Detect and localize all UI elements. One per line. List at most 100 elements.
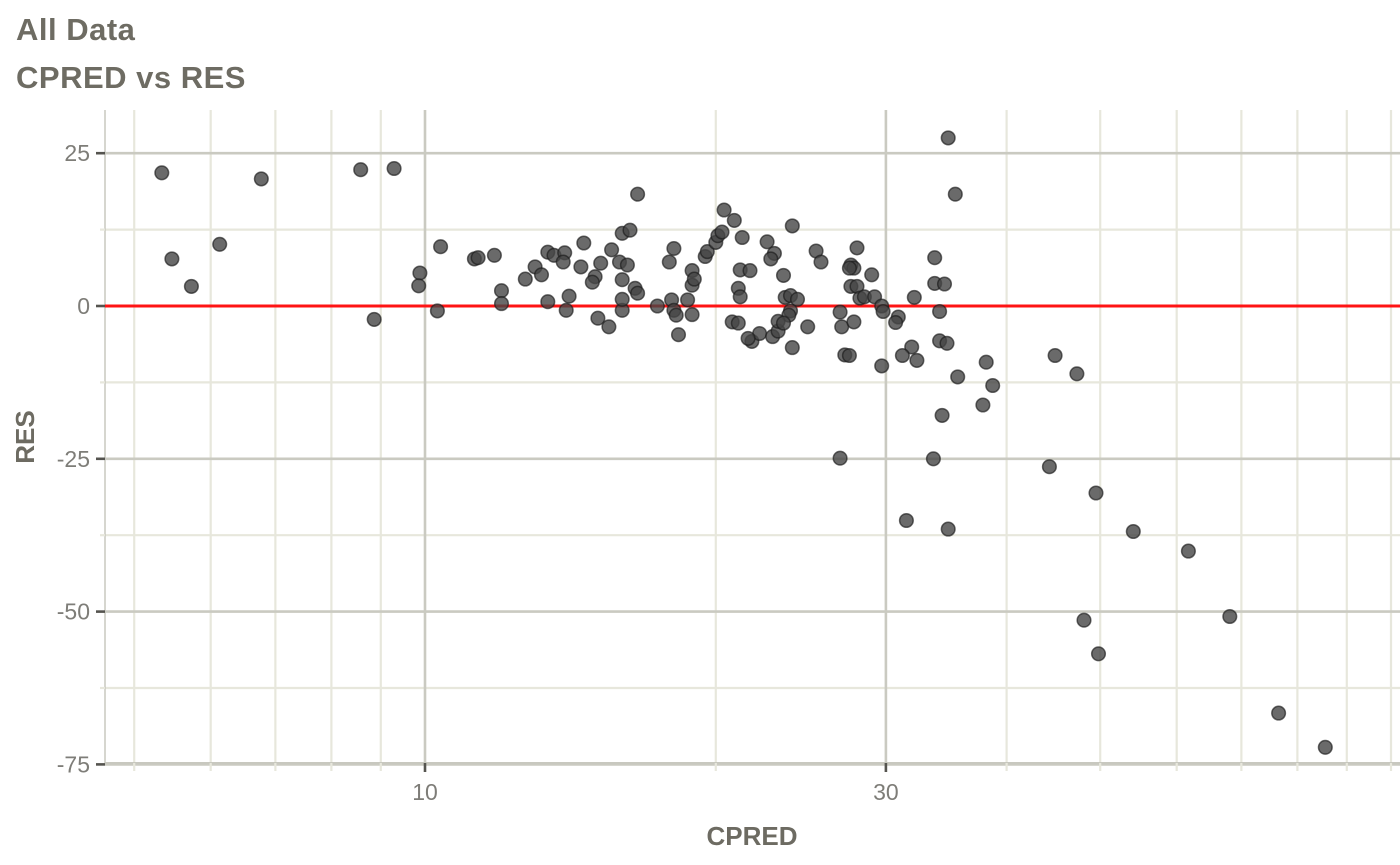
data-point (1088, 485, 1104, 501)
data-point (759, 234, 775, 250)
data-point (742, 263, 758, 279)
data-point (734, 229, 750, 246)
data-point (947, 186, 963, 202)
data-point (164, 251, 180, 267)
data-point (699, 244, 715, 260)
data-point (614, 291, 630, 307)
data-point (684, 307, 700, 323)
data-point (1317, 739, 1333, 755)
data-point (353, 162, 369, 178)
data-point (584, 274, 600, 290)
data-point (411, 278, 427, 294)
x-axis-title: CPRED (706, 821, 797, 851)
data-point (841, 260, 857, 276)
data-point (978, 354, 994, 370)
data-point (841, 347, 857, 364)
data-point (716, 202, 732, 218)
x-tick-label: 10 (412, 779, 438, 805)
data-point (875, 303, 891, 320)
data-point (714, 224, 730, 240)
data-point (154, 165, 170, 181)
data-point (412, 265, 428, 281)
data-point (934, 407, 950, 423)
data-point (832, 304, 848, 320)
data-point (366, 311, 382, 327)
data-point (1041, 459, 1057, 475)
data-point (927, 250, 943, 266)
data-point (1076, 612, 1092, 628)
data-point (1047, 347, 1063, 364)
data-point (661, 254, 677, 270)
data-point (1180, 543, 1196, 559)
y-tick-label: 25 (64, 140, 90, 166)
data-point (730, 315, 746, 331)
data-point (649, 298, 665, 314)
data-point (732, 289, 748, 305)
data-point (614, 272, 630, 288)
data-point (813, 254, 829, 270)
data-point (832, 450, 848, 466)
data-point (846, 314, 862, 330)
data-point (925, 451, 941, 467)
y-tick-label: -50 (57, 599, 90, 625)
data-point (1222, 608, 1238, 625)
x-tick-label: 30 (873, 779, 899, 805)
data-point (668, 307, 684, 323)
data-point (630, 285, 646, 301)
data-point (253, 171, 269, 187)
data-points (154, 130, 1333, 755)
data-point (604, 242, 620, 258)
y-tick-label: -75 (57, 751, 90, 777)
data-point (212, 236, 228, 252)
y-axis-title: RES (10, 410, 40, 463)
data-point (619, 257, 635, 273)
data-point (670, 327, 687, 343)
data-point (939, 335, 955, 351)
data-point (386, 160, 402, 177)
axis-tick-labels: 10 30 25 0 -25 -50 -75 (57, 140, 899, 805)
data-point (789, 291, 806, 307)
data-point (555, 254, 571, 270)
data-point (429, 303, 445, 319)
data-point (686, 271, 702, 287)
data-point (1271, 705, 1287, 721)
data-point (763, 251, 779, 267)
data-point (470, 250, 486, 266)
data-point (533, 267, 550, 283)
data-point (1069, 366, 1085, 382)
plot-subtitle: CPRED vs RES (16, 60, 246, 95)
data-point (784, 340, 800, 356)
data-point (601, 319, 617, 335)
gridlines-minor (105, 110, 1400, 763)
data-point (558, 302, 574, 318)
data-point (775, 315, 792, 331)
data-point (493, 283, 510, 299)
axis-ticks (96, 151, 1393, 772)
data-point (433, 239, 449, 255)
data-point (590, 310, 606, 326)
data-point (493, 296, 510, 312)
data-point (849, 240, 865, 256)
data-point (1125, 523, 1141, 540)
data-point (740, 330, 756, 346)
data-point (540, 294, 556, 310)
data-point (898, 512, 914, 529)
data-point (894, 347, 910, 364)
y-tick-label: -25 (57, 446, 90, 472)
data-point (950, 369, 966, 385)
data-point (666, 240, 682, 257)
data-point (573, 259, 589, 275)
data-point (561, 288, 577, 304)
data-point (985, 377, 1001, 394)
data-point (784, 218, 800, 234)
data-point (936, 276, 953, 292)
data-point (932, 303, 948, 320)
data-point (726, 212, 742, 228)
data-point (909, 352, 925, 368)
axis-lines (104, 110, 1400, 764)
data-point (622, 222, 638, 238)
data-point (906, 289, 922, 305)
y-tick-label: 0 (77, 293, 90, 319)
